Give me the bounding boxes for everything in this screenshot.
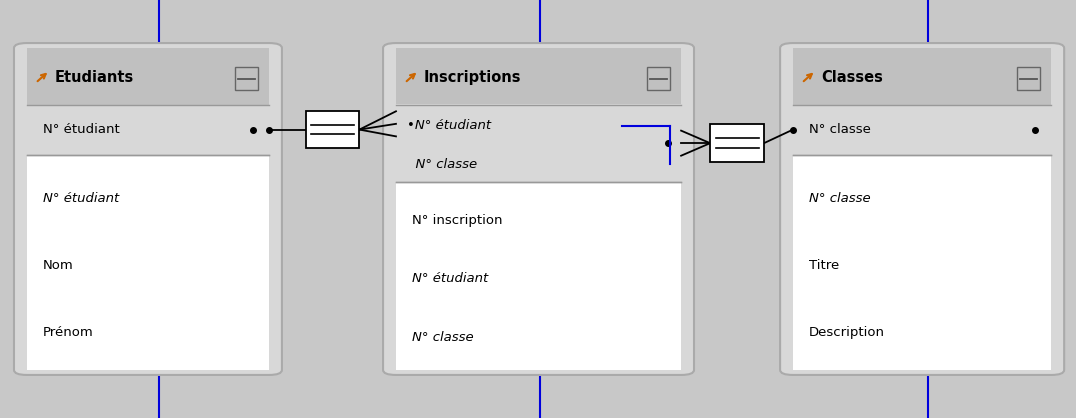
FancyBboxPatch shape xyxy=(383,43,694,375)
FancyBboxPatch shape xyxy=(14,43,282,375)
FancyBboxPatch shape xyxy=(647,67,670,90)
Bar xyxy=(27,48,269,104)
Text: N° classe: N° classe xyxy=(809,123,872,136)
FancyBboxPatch shape xyxy=(780,43,1064,375)
Text: N° classe: N° classe xyxy=(809,192,870,205)
Text: N° étudiant: N° étudiant xyxy=(43,192,119,205)
Text: N° inscription: N° inscription xyxy=(412,214,502,227)
Bar xyxy=(710,125,764,162)
Text: •N° étudiant: •N° étudiant xyxy=(407,119,491,132)
Bar xyxy=(306,111,359,148)
Bar xyxy=(793,48,1051,104)
Bar xyxy=(396,182,681,370)
Text: Etudiants: Etudiants xyxy=(55,70,134,85)
FancyBboxPatch shape xyxy=(1017,67,1040,90)
Text: N° classe: N° classe xyxy=(412,331,473,344)
Text: N° classe: N° classe xyxy=(407,158,477,171)
Bar xyxy=(793,104,1051,155)
Text: N° étudiant: N° étudiant xyxy=(43,123,119,136)
Text: Classes: Classes xyxy=(821,70,883,85)
Text: Description: Description xyxy=(809,326,886,339)
Bar xyxy=(793,155,1051,370)
Text: N° étudiant: N° étudiant xyxy=(412,272,489,285)
Bar xyxy=(27,155,269,370)
Bar xyxy=(396,48,681,104)
Text: Prénom: Prénom xyxy=(43,326,94,339)
Text: Titre: Titre xyxy=(809,259,839,272)
FancyBboxPatch shape xyxy=(235,67,258,90)
Text: Nom: Nom xyxy=(43,259,74,272)
Bar xyxy=(27,104,269,155)
Text: Inscriptions: Inscriptions xyxy=(424,70,522,85)
Bar xyxy=(396,104,681,182)
